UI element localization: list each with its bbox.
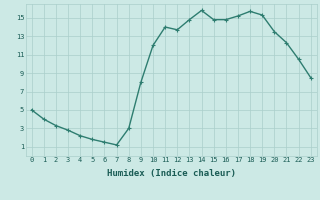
X-axis label: Humidex (Indice chaleur): Humidex (Indice chaleur) [107, 169, 236, 178]
